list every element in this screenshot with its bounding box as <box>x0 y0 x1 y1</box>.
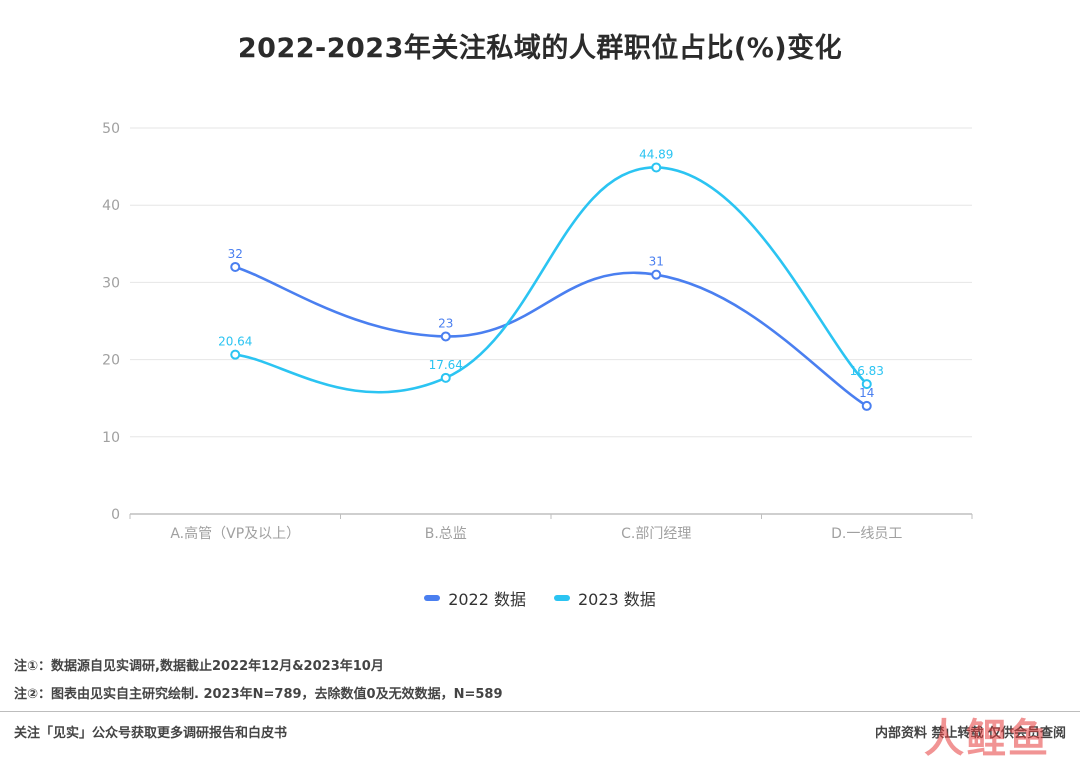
y-tick-label: 40 <box>102 198 120 214</box>
footnote-2: 注②：图表由见实自主研究绘制. 2023年N=789，去除数值0及无效数据，N=… <box>14 687 503 702</box>
x-tick-label: A.高管（VP及以上） <box>170 525 300 542</box>
y-tick-label: 50 <box>102 121 120 137</box>
footer-divider <box>0 711 1080 712</box>
data-label-0-0: 32 <box>228 247 243 261</box>
footer-disclaimer: 内部资料 禁止转载 仅供会员查阅 <box>874 726 1066 741</box>
x-tick-label: B.总监 <box>425 526 467 542</box>
footnote-1: 注①：数据源自见实调研,数据截止2022年12月&2023年10月 <box>14 659 384 674</box>
series-line-0 <box>234 265 868 408</box>
data-point-1-3 <box>861 379 872 390</box>
data-point-1-2 <box>651 162 662 173</box>
data-label-1-0: 20.64 <box>218 335 252 349</box>
y-tick-label: 10 <box>102 430 120 446</box>
data-label-0-1: 23 <box>438 316 453 330</box>
data-label-1-1: 17.64 <box>429 358 463 372</box>
legend-swatch-2023 <box>554 595 570 601</box>
legend-item-2022[interactable]: 2022 数据 <box>424 586 526 610</box>
data-label-0-3: 14 <box>859 386 874 400</box>
chart-title: 2022-2023年关注私域的人群职位占比(%)变化 <box>237 33 843 64</box>
data-point-1-0 <box>230 349 241 360</box>
data-label-0-2: 31 <box>649 255 664 269</box>
data-point-0-1 <box>440 331 451 342</box>
chart-legend: 2022 数据 2023 数据 <box>0 586 1080 610</box>
data-point-0-2 <box>651 269 662 280</box>
x-tick-label: C.部门经理 <box>621 526 691 542</box>
legend-label-2022: 2022 数据 <box>448 590 526 609</box>
data-point-0-0 <box>230 261 241 272</box>
legend-label-2023: 2023 数据 <box>578 590 656 609</box>
footer-promo-text: 关注「见实」公众号获取更多调研报告和白皮书 <box>14 726 288 741</box>
data-label-1-3: 16.83 <box>850 364 884 378</box>
y-tick-label: 0 <box>111 507 120 523</box>
x-tick-label: D.一线员工 <box>831 526 902 542</box>
legend-swatch-2022 <box>424 595 441 601</box>
y-tick-label: 20 <box>102 353 120 369</box>
line-chart: 0 10 20 30 40 50 A.高管（VP及以上） B.总监 C.部门经理 D.一线员工 3… <box>102 121 973 542</box>
series-line-1 <box>235 166 868 394</box>
data-point-1-1 <box>440 372 451 383</box>
data-label-1-2: 44.89 <box>639 147 673 161</box>
legend-item-2023[interactable]: 2023 数据 <box>554 586 656 610</box>
data-point-0-3 <box>861 400 872 411</box>
y-tick-label: 30 <box>102 275 120 291</box>
